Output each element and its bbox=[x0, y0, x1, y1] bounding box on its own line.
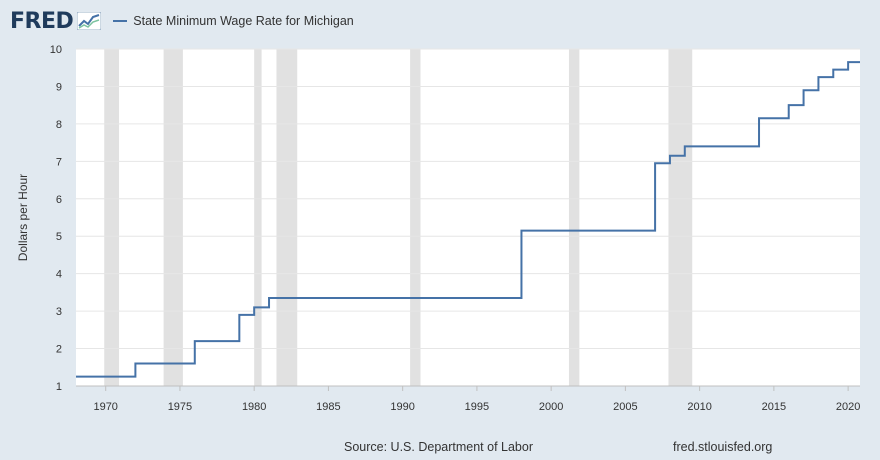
x-tick-label: 2000 bbox=[539, 401, 563, 413]
y-tick-label: 4 bbox=[56, 269, 62, 281]
x-tick-label: 1975 bbox=[168, 401, 192, 413]
recession-band bbox=[568, 49, 580, 386]
x-tick-label: 2010 bbox=[687, 401, 711, 413]
y-tick-label: 6 bbox=[56, 194, 62, 206]
x-tick-label: 1995 bbox=[465, 401, 489, 413]
recession-band bbox=[104, 49, 120, 386]
x-tick-label: 2015 bbox=[762, 401, 786, 413]
x-tick-label: 1980 bbox=[242, 401, 266, 413]
data-point[interactable] bbox=[250, 303, 258, 311]
data-point[interactable] bbox=[800, 86, 808, 94]
data-point[interactable] bbox=[829, 66, 837, 74]
y-axis-title: Dollars per Hour bbox=[16, 174, 30, 261]
data-point[interactable] bbox=[844, 58, 852, 66]
x-tick-label: 1970 bbox=[93, 401, 117, 413]
y-tick-label: 9 bbox=[56, 81, 62, 93]
recession-band bbox=[163, 49, 183, 386]
data-point[interactable] bbox=[72, 373, 80, 381]
x-tick-label: 2020 bbox=[836, 401, 860, 413]
legend-swatch bbox=[113, 20, 128, 22]
recession-band bbox=[254, 49, 262, 386]
y-tick-label: 2 bbox=[56, 344, 62, 356]
data-point[interactable] bbox=[191, 337, 199, 345]
y-tick-label: 7 bbox=[56, 156, 62, 168]
data-point[interactable] bbox=[235, 311, 243, 319]
x-tick-label: 1985 bbox=[316, 401, 340, 413]
chart-line-icon bbox=[77, 12, 102, 30]
recession-band bbox=[276, 49, 298, 386]
series-line[interactable] bbox=[76, 61, 860, 378]
fred-logo[interactable]: FRED bbox=[10, 8, 74, 34]
data-point[interactable] bbox=[517, 227, 525, 235]
data-point[interactable] bbox=[131, 360, 139, 368]
data-point[interactable] bbox=[681, 142, 689, 150]
recession-band bbox=[668, 49, 693, 386]
y-tick-label: 3 bbox=[56, 306, 62, 318]
chart-header: FRED State Minimum Wage Rate for Michiga… bbox=[10, 6, 354, 36]
data-point[interactable] bbox=[814, 73, 822, 81]
y-tick-label: 5 bbox=[56, 231, 62, 243]
x-tick-label: 1990 bbox=[390, 401, 414, 413]
data-point[interactable] bbox=[265, 294, 273, 302]
recession-band bbox=[410, 49, 421, 386]
data-point[interactable] bbox=[785, 101, 793, 109]
data-point[interactable] bbox=[666, 152, 674, 160]
data-point[interactable] bbox=[755, 114, 763, 122]
plot-area bbox=[76, 49, 860, 386]
y-tick-label: 8 bbox=[56, 119, 62, 131]
source-note: Source: U.S. Department of Labor bbox=[344, 440, 533, 454]
data-point[interactable] bbox=[651, 159, 659, 167]
y-tick-label: 1 bbox=[56, 381, 62, 393]
legend[interactable]: State Minimum Wage Rate for Michigan bbox=[113, 14, 354, 28]
x-tick-label: 2005 bbox=[613, 401, 637, 413]
y-tick-label: 10 bbox=[50, 44, 62, 56]
fred-url-link[interactable]: fred.stlouisfed.org bbox=[673, 440, 773, 454]
legend-label: State Minimum Wage Rate for Michigan bbox=[133, 14, 354, 28]
